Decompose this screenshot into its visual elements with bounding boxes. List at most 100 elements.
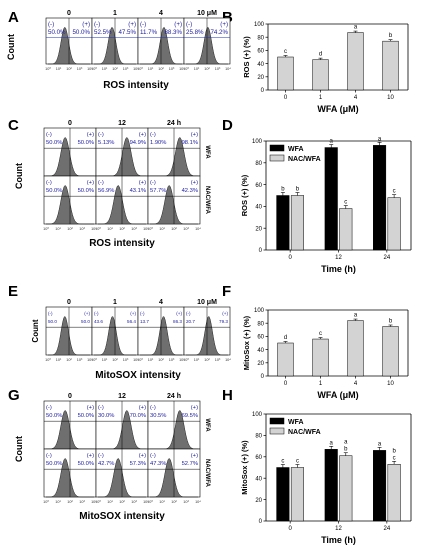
y-tick-label: 80: [257, 321, 264, 327]
gate-pos-symbol: (+): [220, 21, 228, 28]
gate-pos-value: 74.2%: [210, 29, 228, 36]
y-axis-label: ROS (+) (%): [242, 36, 251, 78]
log-axis-tick: 10⁰: [95, 500, 101, 504]
gate-pos-value: 69.5%: [182, 413, 198, 419]
log-axis-tick: 10¹: [56, 358, 62, 362]
gate-pos-symbol: (+): [139, 453, 146, 459]
bar: [373, 450, 387, 522]
log-axis-tick: 10²: [112, 358, 118, 362]
x-tick-label: 1: [319, 95, 323, 101]
log-axis-tick: 10⁴: [225, 67, 231, 71]
significance-letter: a: [378, 441, 382, 447]
y-tick-label: 0: [261, 88, 265, 94]
x-tick-label: 24: [383, 526, 390, 532]
column-label: 4: [159, 299, 163, 306]
bar: [277, 342, 294, 377]
gate-neg-symbol: (-): [98, 180, 104, 186]
log-axis-tick: 10⁴: [87, 67, 93, 71]
log-axis-tick: 10³: [215, 358, 221, 362]
log-axis-tick: 10⁰: [147, 227, 153, 231]
bar: [347, 320, 364, 377]
log-axis-tick: 10⁴: [195, 500, 201, 504]
log-axis-tick: 10²: [67, 227, 73, 231]
gate-pos-value: 70.0%: [130, 413, 146, 419]
column-label: 12: [118, 120, 126, 127]
significance-letter: c: [319, 331, 322, 337]
y-tick-label: 80: [255, 434, 262, 440]
legend-swatch: [269, 427, 285, 435]
y-tick-label: 80: [257, 35, 264, 41]
log-axis-tick: 10⁰: [183, 358, 189, 362]
x-tick-label: 4: [354, 95, 358, 101]
significance-letter: c: [393, 455, 396, 461]
gate-neg-value: 50.0%: [46, 461, 62, 467]
log-axis-tick: 10¹: [148, 67, 154, 71]
log-axis-tick: 10²: [158, 67, 164, 71]
log-axis-tick: 10⁰: [95, 227, 101, 231]
significance-letter: b: [392, 448, 396, 454]
y-tick-label: 0: [261, 374, 265, 380]
log-axis-tick: 10²: [204, 358, 210, 362]
legend-swatch: [269, 154, 285, 162]
bar: [387, 464, 401, 522]
significance-letter: a: [354, 313, 358, 319]
log-axis-tick: 10³: [79, 227, 85, 231]
y-tick-label: 40: [255, 205, 262, 211]
gate-neg-value: 50.0%: [46, 140, 62, 146]
gate-pos-symbol: (+): [87, 132, 94, 138]
log-axis-tick: 10⁴: [195, 227, 201, 231]
bar: [276, 195, 290, 251]
bar: [324, 147, 338, 251]
y-axis-label: MitoSox (+) (%): [242, 315, 251, 370]
log-axis-tick: 10²: [171, 227, 177, 231]
log-axis-tick: 10²: [112, 67, 118, 71]
column-label: 4: [159, 10, 163, 17]
log-axis-tick: 10³: [183, 227, 189, 231]
gate-neg-value: 50.0%: [46, 188, 62, 194]
log-axis-tick: 10³: [123, 67, 129, 71]
gate-neg-value: 13.7: [140, 319, 149, 324]
panel-letter-A: A: [8, 9, 19, 26]
log-axis-tick: 10³: [131, 227, 137, 231]
x-tick-label: 0: [288, 255, 292, 261]
significance-letter: b: [344, 447, 348, 453]
log-axis-tick: 10¹: [102, 67, 108, 71]
bar: [312, 338, 329, 377]
gate-neg-symbol: (-): [186, 21, 192, 28]
panel-letter-F: F: [222, 283, 231, 300]
column-label: 0: [67, 10, 71, 17]
log-axis-tick: 10³: [77, 358, 83, 362]
y-tick-label: 40: [257, 62, 264, 68]
log-axis-tick: 10⁰: [183, 67, 189, 71]
bar: [387, 197, 401, 251]
log-axis-tick: 10²: [204, 67, 210, 71]
significance-letter: b: [296, 187, 300, 193]
significance-letter: b: [389, 33, 393, 39]
y-tick-label: 0: [259, 248, 263, 254]
bar: [290, 195, 304, 251]
log-axis-tick: 10¹: [159, 227, 165, 231]
row-label: NAC/WFA: [204, 186, 210, 215]
log-axis-tick: 10³: [131, 500, 137, 504]
gate-pos-value: 50.0%: [78, 461, 94, 467]
panel-letter-D: D: [222, 117, 233, 134]
y-axis-label: Count: [14, 436, 24, 462]
legend-label: NAC/WFA: [288, 429, 321, 436]
gate-neg-symbol: (-): [48, 21, 54, 28]
log-axis-tick: 10⁰: [147, 500, 153, 504]
gate-neg-value: 50.0%: [46, 413, 62, 419]
significance-letter: a: [330, 139, 334, 145]
gate-pos-value: 94.9%: [130, 140, 146, 146]
x-tick-label: 1: [319, 381, 323, 387]
gate-pos-symbol: (+): [130, 311, 136, 316]
gate-pos-symbol: (+): [87, 405, 94, 411]
y-axis-label: ROS (+) (%): [240, 174, 249, 216]
x-tick-label: 0: [284, 95, 288, 101]
gate-neg-symbol: (-): [46, 453, 52, 459]
legend-swatch: [269, 144, 285, 152]
legend-label: NAC/WFA: [288, 156, 321, 163]
gate-pos-symbol: (+): [139, 405, 146, 411]
log-axis-tick: 10⁴: [225, 358, 231, 362]
panel-letter-H: H: [222, 387, 233, 404]
significance-letter: c: [344, 200, 347, 206]
